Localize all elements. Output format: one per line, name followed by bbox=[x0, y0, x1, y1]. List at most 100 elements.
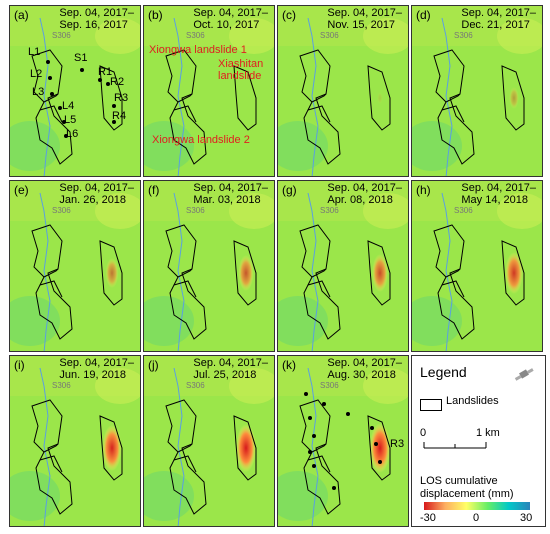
point-marker bbox=[312, 464, 316, 468]
map-panel: (b) Sep. 04, 2017– Oct. 10, 2017 S306 Xi… bbox=[143, 5, 275, 177]
panel-date-range: Sep. 04, 2017– Nov. 15, 2017 bbox=[327, 7, 402, 31]
point-label-l2: L2 bbox=[30, 68, 43, 80]
scale-zero-label: 0 bbox=[420, 427, 427, 439]
landslide-name-xiongwa1: Xiongwa landslide 1 bbox=[149, 44, 247, 56]
panel-date-range: Sep. 04, 2017– Mar. 03, 2018 bbox=[193, 182, 268, 206]
panel-date-end: Dec. 21, 2017 bbox=[461, 19, 530, 31]
road-label: S306 bbox=[52, 381, 71, 390]
scale-bar bbox=[423, 442, 487, 449]
panel-date-end: Oct. 10, 2017 bbox=[193, 19, 260, 31]
road-label: S306 bbox=[186, 206, 205, 215]
map-panel: (d) Sep. 04, 2017– Dec. 21, 2017 S306 bbox=[411, 5, 543, 177]
road-label: S306 bbox=[52, 206, 71, 215]
panel-date-end: Jul. 25, 2018 bbox=[193, 369, 257, 381]
point-marker bbox=[80, 68, 84, 72]
panel-date-range: Sep. 04, 2017– Jan. 26, 2018 bbox=[59, 182, 134, 206]
point-label-r1: R1 bbox=[98, 66, 113, 78]
map-panel: (e) Sep. 04, 2017– Jan. 26, 2018 S306 bbox=[9, 180, 141, 352]
panel-label: (j) bbox=[148, 358, 159, 372]
panel-date-end: Aug. 30, 2018 bbox=[327, 369, 396, 381]
point-marker bbox=[64, 134, 68, 138]
point-label-l6: L6 bbox=[66, 128, 79, 140]
point-marker bbox=[98, 78, 102, 82]
point-marker bbox=[312, 434, 316, 438]
road-label: S306 bbox=[454, 206, 473, 215]
panel-date-range: Sep. 04, 2017– Oct. 10, 2017 bbox=[193, 7, 268, 31]
point-marker bbox=[374, 442, 378, 446]
point-label-r4: R4 bbox=[112, 110, 127, 122]
los-legend-label: LOS cumulative displacement (mm) bbox=[420, 475, 514, 500]
point-marker bbox=[346, 412, 350, 416]
map-panel: (a) Sep. 04, 2017– Sep. 16, 2017 S306 L1… bbox=[9, 5, 141, 177]
point-marker bbox=[332, 486, 336, 490]
color-tick-min: -30 bbox=[420, 512, 436, 524]
point-label-l1: L1 bbox=[28, 46, 41, 58]
insar-map bbox=[10, 6, 140, 176]
insar-map bbox=[144, 356, 274, 526]
panel-date-end: Apr. 08, 2018 bbox=[327, 194, 393, 206]
panel-date-start: Sep. 04, 2017– bbox=[193, 182, 268, 194]
point-marker bbox=[112, 120, 116, 124]
panel-date-range: Sep. 04, 2017– Sep. 16, 2017 bbox=[59, 7, 134, 31]
point-marker bbox=[48, 76, 52, 80]
panel-label: (d) bbox=[416, 8, 431, 22]
point-label-l3: L3 bbox=[32, 86, 45, 98]
point-marker bbox=[106, 82, 110, 86]
map-panel: (c) Sep. 04, 2017– Nov. 15, 2017 S306 bbox=[277, 5, 409, 177]
panel-label: (a) bbox=[14, 8, 29, 22]
insar-map bbox=[278, 181, 408, 351]
point-marker bbox=[308, 416, 312, 420]
scale-km-label: 1 km bbox=[476, 427, 500, 439]
insar-map bbox=[10, 181, 140, 351]
insar-map bbox=[144, 6, 274, 176]
point-label-r3: R3 bbox=[114, 92, 129, 104]
panel-date-start: Sep. 04, 2017– bbox=[327, 7, 402, 19]
panel-label: (c) bbox=[282, 8, 296, 22]
point-marker bbox=[50, 92, 54, 96]
insar-map bbox=[412, 6, 542, 176]
legend-box: Legend Landslides 0 1 km LOS cumulative … bbox=[411, 355, 546, 527]
map-panel: (f) Sep. 04, 2017– Mar. 03, 2018 S306 bbox=[143, 180, 275, 352]
road-label: S306 bbox=[186, 381, 205, 390]
point-marker bbox=[304, 392, 308, 396]
panel-label: (i) bbox=[14, 358, 25, 372]
color-tick-mid: 0 bbox=[473, 512, 480, 524]
panel-date-end: Jan. 26, 2018 bbox=[59, 194, 127, 206]
panel-label: (g) bbox=[282, 183, 297, 197]
landslide-name-xiashitan: Xiashitan landslide bbox=[218, 58, 264, 82]
map-panel: (j) Sep. 04, 2017– Jul. 25, 2018 S306 bbox=[143, 355, 275, 527]
panel-label: (e) bbox=[14, 183, 29, 197]
point-marker bbox=[58, 106, 62, 110]
insar-map bbox=[144, 181, 274, 351]
panel-date-start: Sep. 04, 2017– bbox=[327, 182, 402, 194]
point-label-r3: R3 bbox=[390, 438, 405, 450]
insar-map bbox=[278, 6, 408, 176]
road-label: S306 bbox=[186, 31, 205, 40]
panel-date-start: Sep. 04, 2017– bbox=[193, 7, 268, 19]
point-marker bbox=[112, 104, 116, 108]
color-ramp bbox=[424, 502, 530, 510]
color-tick-max: 30 bbox=[520, 512, 533, 524]
landslide-name-xiongwa2: Xiongwa landslide 2 bbox=[152, 134, 250, 146]
point-marker bbox=[322, 402, 326, 406]
panel-label: (f) bbox=[148, 183, 160, 197]
panel-label: (b) bbox=[148, 8, 163, 22]
panel-date-range: Sep. 04, 2017– Dec. 21, 2017 bbox=[461, 7, 536, 31]
point-label-l4: L4 bbox=[62, 100, 75, 112]
insar-map bbox=[10, 356, 140, 526]
panel-date-range: Sep. 04, 2017– Aug. 30, 2018 bbox=[327, 357, 402, 381]
panel-label: (k) bbox=[282, 358, 296, 372]
panel-date-range: Sep. 04, 2017– Apr. 08, 2018 bbox=[327, 182, 402, 206]
point-marker bbox=[370, 426, 374, 430]
panel-date-end: Sep. 16, 2017 bbox=[59, 19, 128, 31]
insar-map bbox=[412, 181, 542, 351]
insar-map bbox=[278, 356, 408, 526]
panel-date-start: Sep. 04, 2017– bbox=[461, 182, 536, 194]
road-label: S306 bbox=[320, 206, 339, 215]
panel-date-start: Sep. 04, 2017– bbox=[193, 357, 268, 369]
panel-date-end: Nov. 15, 2017 bbox=[327, 19, 396, 31]
panel-label: (h) bbox=[416, 183, 431, 197]
legend-title: Legend bbox=[420, 364, 467, 380]
point-marker bbox=[308, 450, 312, 454]
map-panel: (i) Sep. 04, 2017– Jun. 19, 2018 S306 bbox=[9, 355, 141, 527]
